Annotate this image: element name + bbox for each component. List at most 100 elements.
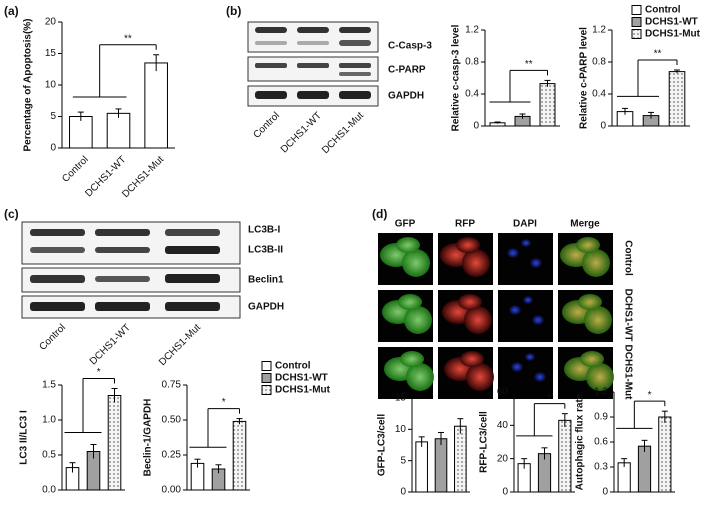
y-tick-label: 1.2	[592, 25, 606, 36]
y-tick-label: 1.2	[465, 25, 479, 36]
bar	[558, 419, 572, 493]
y-tick-label: 10	[45, 80, 57, 91]
cell	[584, 306, 612, 334]
cell	[511, 362, 523, 372]
cell	[406, 363, 434, 391]
y-axis-label: LC3 II/LC3 I	[19, 410, 30, 465]
y-tick-label: 0	[50, 143, 56, 154]
y-tick-label: 5	[50, 111, 56, 122]
cell	[521, 239, 531, 247]
annotation: *	[548, 392, 552, 403]
panel-label: (c)	[4, 207, 19, 221]
y-axis-label: Relative c-PARP level	[579, 27, 590, 129]
y-tick-label: 15	[395, 393, 407, 404]
blot-label: LC3B-I	[248, 225, 280, 236]
y-axis-label: Beclin-1/GAPDH	[143, 399, 154, 477]
y-tick-label: 0.9	[594, 412, 608, 423]
cell	[464, 306, 492, 334]
cell	[523, 296, 533, 304]
row-label: Control	[622, 240, 633, 276]
bar	[106, 112, 131, 149]
legend-swatch	[261, 385, 272, 395]
legend-swatch	[631, 29, 642, 39]
lane-label: DCHS1-WT	[279, 110, 324, 155]
x-tick-label: Control	[60, 154, 91, 185]
lane-label: DCHS1-Mut	[320, 110, 366, 156]
y-tick-label: 0	[473, 121, 479, 132]
lane-label: DCHS1-Mut	[157, 322, 203, 368]
channel-label: GFP	[395, 219, 416, 230]
cell	[507, 248, 519, 258]
y-tick-label: 10	[395, 424, 407, 435]
annotation: *	[97, 367, 101, 378]
y-tick-label: 0	[600, 121, 606, 132]
blot-label: C-PARP	[388, 65, 426, 76]
blot-label: LC3B-II	[248, 245, 283, 256]
cell	[576, 237, 600, 253]
y-tick-label: 0.0	[42, 485, 56, 496]
y-tick-label: 0	[602, 487, 608, 498]
blot-label: Beclin1	[248, 275, 284, 286]
y-tick-label: 0.3	[594, 462, 608, 473]
y-tick-label: 0.6	[594, 437, 608, 448]
annotation: *	[222, 397, 226, 408]
cell	[462, 249, 490, 277]
blot-label: C-Casp-3	[388, 41, 432, 52]
cell	[456, 237, 480, 253]
cell	[578, 294, 602, 310]
cell	[460, 351, 484, 367]
y-tick-label: 20	[497, 453, 509, 464]
y-tick-label: 1.5	[42, 380, 56, 391]
blot-b	[247, 21, 379, 107]
legend-label: Control	[275, 361, 311, 372]
annotation: **	[654, 49, 662, 60]
y-tick-label: 0.00	[162, 485, 182, 496]
y-axis-label: GFP-LC3/cell	[377, 414, 388, 476]
cell	[404, 306, 432, 334]
legend-label: DCHS1-WT	[645, 17, 698, 28]
micrographs	[378, 233, 614, 399]
bar	[637, 445, 652, 493]
bar	[454, 425, 467, 493]
cell	[586, 363, 614, 391]
cell	[400, 351, 424, 367]
blot-label: GAPDH	[388, 91, 424, 102]
cell	[396, 237, 420, 253]
y-tick-label: 0.25	[162, 450, 182, 461]
bar	[415, 441, 428, 493]
panel-label: (a)	[4, 4, 19, 18]
cell	[530, 258, 542, 268]
lane-label: DCHS1-WT	[88, 322, 133, 367]
cell	[582, 249, 610, 277]
y-axis-label: Percentage of Apoptosis(%)	[23, 19, 34, 152]
y-tick-label: 60	[497, 387, 509, 398]
row-label: DCHS1-Mut	[622, 345, 633, 401]
channel-label: RFP	[455, 219, 475, 230]
cell	[398, 294, 422, 310]
channel-label: Merge	[570, 219, 600, 230]
bar	[668, 71, 686, 127]
cell	[525, 353, 535, 361]
y-tick-label: 0	[400, 487, 406, 498]
blot-c	[21, 221, 241, 319]
bar	[144, 62, 168, 149]
y-axis-label: Autophagic flux rate	[575, 393, 586, 490]
y-tick-label: 1.2	[594, 387, 608, 398]
annotation: *	[648, 390, 652, 401]
y-tick-label: 1.0	[42, 415, 56, 426]
legend-swatch	[631, 17, 642, 27]
cell	[509, 305, 521, 315]
panel-label: (b)	[226, 4, 241, 18]
y-tick-label: 15	[45, 48, 57, 59]
y-tick-label: 0.50	[162, 415, 182, 426]
blot-label: GAPDH	[248, 302, 284, 313]
y-tick-label: 0.75	[162, 380, 182, 391]
legend-swatch	[261, 373, 272, 383]
panel-label: (d)	[372, 207, 387, 221]
y-tick-label: 20	[45, 17, 57, 28]
y-tick-label: 5	[400, 455, 406, 466]
legend-swatch	[631, 5, 642, 15]
y-tick-label: 0.8	[592, 57, 606, 68]
legend-label: Control	[645, 5, 681, 16]
